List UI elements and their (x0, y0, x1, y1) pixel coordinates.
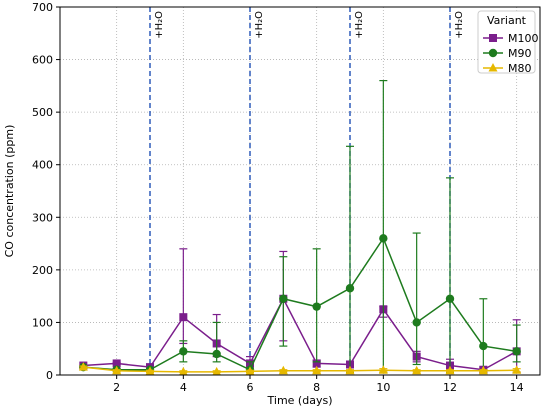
plot-frame (59, 6, 541, 376)
data-point (212, 366, 222, 376)
data-point (278, 365, 288, 375)
legend-title: Variant (487, 14, 527, 27)
y-axis-label: CO concentration (ppm) (3, 125, 16, 258)
data-point (445, 294, 455, 303)
x-tick-label: 2 (113, 381, 120, 394)
series-line (83, 236, 517, 371)
data-point (179, 313, 188, 322)
water-addition-label: +H₂O (454, 11, 465, 39)
legend-label: M80 (508, 62, 532, 75)
data-point (145, 366, 155, 375)
data-point (179, 347, 188, 356)
series-line (83, 366, 517, 373)
data-point (412, 318, 421, 327)
axes: 2 4 6 8 10 12 14 0 100 200 300 400 500 600 700 (32, 1, 524, 394)
y-tick-label: 500 (32, 106, 53, 119)
data-point (279, 294, 288, 303)
y-tick-label: 600 (32, 54, 53, 67)
data-point (488, 48, 498, 58)
data-point (412, 365, 422, 375)
data-point (112, 365, 122, 375)
data-point (312, 302, 321, 311)
y-tick-label: 400 (32, 159, 53, 172)
y-tick-label: 200 (32, 264, 53, 277)
legend-label: M100 (508, 32, 539, 45)
y-tick-label: 0 (46, 369, 53, 382)
data-point (445, 365, 455, 375)
x-tick-label: 4 (180, 381, 187, 394)
data-point (112, 359, 121, 368)
series-m80 (78, 362, 522, 376)
data-point (312, 365, 322, 375)
water-addition-label: +H₂O (154, 11, 165, 39)
series-m90 (79, 79, 521, 374)
y-tick-label: 100 (32, 316, 53, 329)
data-point (345, 365, 355, 375)
water-addition-label: +H₂O (254, 11, 265, 39)
water-addition-label: +H₂O (354, 11, 365, 39)
data-point (78, 362, 88, 371)
data-point (512, 347, 521, 356)
series-layer (78, 79, 522, 376)
data-point (489, 34, 497, 42)
data-point (479, 341, 488, 351)
x-tick-label: 12 (443, 381, 457, 394)
grid (60, 6, 540, 376)
series-line (83, 297, 518, 371)
data-point (488, 63, 498, 72)
x-tick-label: 6 (247, 381, 254, 394)
x-tick-label: 8 (313, 381, 320, 394)
data-point (312, 359, 321, 368)
data-point (378, 365, 388, 374)
x-tick-label: 14 (510, 381, 524, 394)
data-point (478, 365, 488, 375)
data-point (345, 284, 355, 293)
legend-entry: M90 (483, 47, 532, 60)
data-point (212, 349, 221, 359)
legend-entry: M80 (483, 62, 532, 75)
y-tick-label: 700 (32, 1, 53, 14)
data-point (379, 234, 388, 243)
series-m100 (79, 248, 521, 374)
legend: Variant M100 M90 M80 (477, 10, 539, 75)
x-tick-label: 10 (376, 381, 390, 394)
legend-entry: M100 (483, 32, 539, 45)
data-point (245, 366, 255, 375)
data-point (178, 366, 188, 376)
legend-box (477, 10, 536, 74)
y-tick-label: 300 (32, 211, 53, 224)
data-point (512, 365, 522, 374)
legend-label: M90 (508, 47, 532, 60)
x-axis-label: Time (days) (267, 394, 333, 407)
